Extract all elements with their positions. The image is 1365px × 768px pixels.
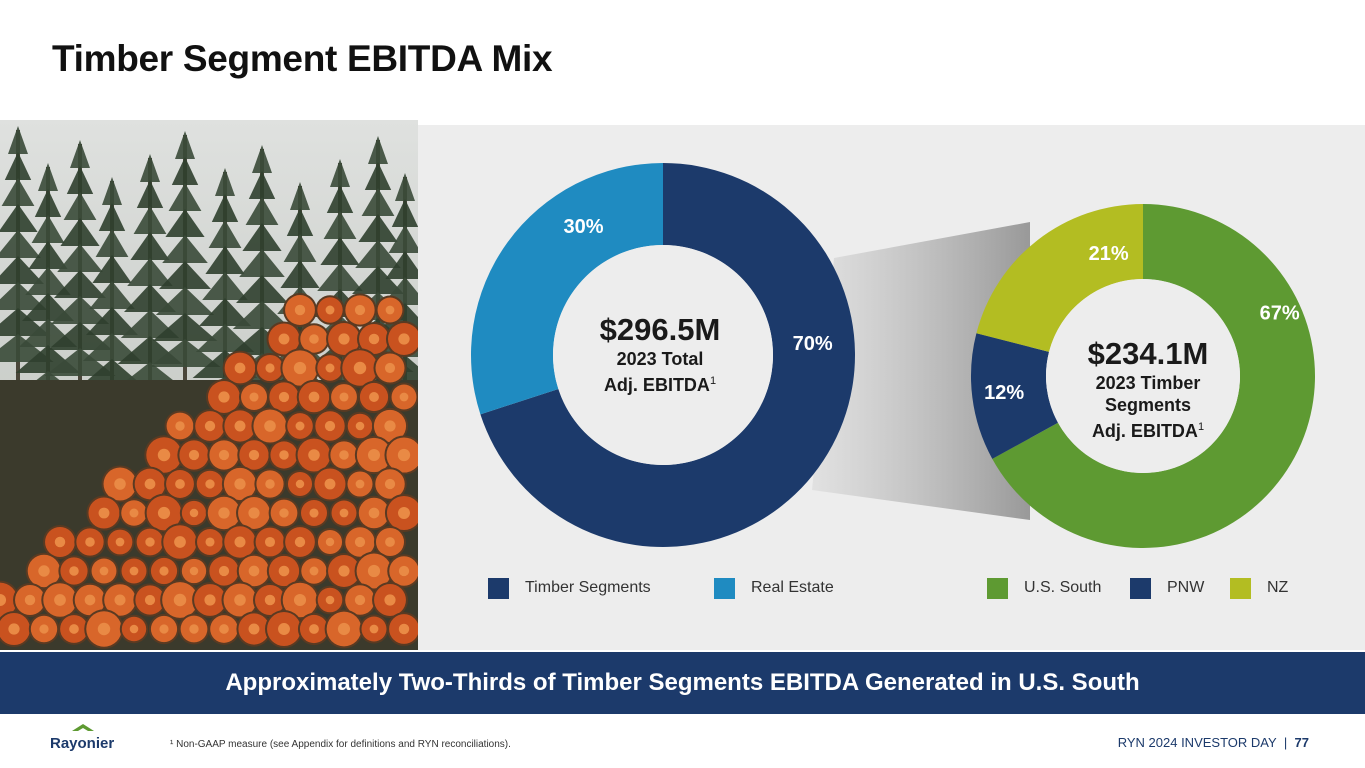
page-number: 77 (1294, 735, 1309, 750)
slice-real-estate (471, 163, 663, 415)
donut2-center-line1: 2023 Timber (1095, 373, 1201, 393)
legend-label: NZ (1267, 579, 1289, 596)
data-label-real-estate: 30% (563, 216, 603, 238)
donut-timber-segments: 67% 12% 21% (970, 204, 1315, 548)
legend-pnw: PNW (1130, 577, 1204, 599)
legend-label: Real Estate (751, 579, 834, 596)
donut1-center-value: $296.5M (599, 312, 721, 347)
donut1-center: $296.5M 2023 Total Adj. EBITDA1 (560, 312, 760, 396)
legend-timber-segments: Timber Segments (488, 577, 651, 599)
banner-text: Approximately Two-Thirds of Timber Segme… (225, 669, 1140, 696)
legend-real-estate: Real Estate (714, 577, 834, 599)
footnote-ref: 1 (1197, 421, 1205, 433)
slice-nz (976, 204, 1143, 352)
footer-page-info: RYN 2024 INVESTOR DAY | 77 (1118, 735, 1309, 750)
donut-total-ebitda: 70% 30% (471, 163, 856, 547)
logo-text: Rayonier (50, 735, 114, 752)
donut2-center: $234.1M 2023 Timber Segments Adj. EBITDA… (1048, 336, 1248, 442)
footer-separator: | (1283, 735, 1288, 750)
legend-us-south: U.S. South (987, 577, 1101, 599)
legend-swatch (1130, 577, 1151, 599)
slice-u-s-south (992, 204, 1315, 548)
donut1-center-line2: Adj. EBITDA (603, 375, 710, 395)
legend-label: PNW (1167, 579, 1205, 596)
donut-hole (553, 245, 773, 465)
data-label-u-s-south: 67% (1260, 302, 1300, 324)
legend-nz: NZ (1230, 577, 1288, 599)
donut2-center-value: $234.1M (1087, 336, 1209, 371)
legend-swatch (987, 577, 1008, 599)
footnote-ref: 1 (709, 375, 717, 387)
slice-pnw (970, 333, 1058, 459)
data-label-pnw: 12% (984, 382, 1024, 404)
footnote: ¹ Non-GAAP measure (see Appendix for def… (170, 739, 511, 750)
donut2-center-line3: Adj. EBITDA (1091, 421, 1198, 441)
legend-swatch (488, 577, 509, 599)
donut-hole (1046, 279, 1240, 473)
forest-log-photo (0, 120, 418, 650)
page-title: Timber Segment EBITDA Mix (52, 38, 553, 79)
donut2-center-line2: Segments (1104, 395, 1192, 415)
takeaway-banner: Approximately Two-Thirds of Timber Segme… (0, 650, 1365, 714)
rayonier-logo: Rayonier (50, 722, 130, 757)
slice-timber-segments (480, 163, 856, 547)
zoom-connector (812, 222, 1030, 520)
footer-event: RYN 2024 INVESTOR DAY (1117, 735, 1277, 750)
legend-swatch (1230, 577, 1251, 599)
legend-label: U.S. South (1024, 579, 1102, 596)
data-label-nz: 21% (1089, 243, 1129, 265)
data-label-timber-segments: 70% (793, 333, 833, 355)
legend-swatch (714, 577, 735, 599)
donut1-center-line1: 2023 Total (616, 349, 704, 369)
legend-label: Timber Segments (525, 579, 651, 596)
